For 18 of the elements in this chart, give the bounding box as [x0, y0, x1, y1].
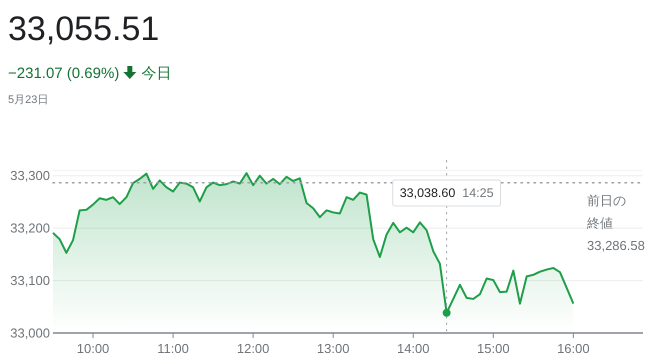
x-tick-label: 11:00 — [157, 341, 189, 356]
x-tick-label: 15:00 — [477, 341, 510, 356]
annotation: 33,038.60 14:25 — [400, 186, 494, 200]
y-tick-label: 33,000 — [10, 326, 50, 340]
annotation: 33,286.58 — [587, 238, 645, 253]
x-tick-label: 13:00 — [316, 341, 350, 356]
x-tick-label: 10:00 — [76, 341, 110, 356]
y-tick-label: 33,100 — [10, 273, 50, 288]
text: 5月23日 — [8, 94, 48, 106]
y-tick-label: 33,300 — [10, 168, 50, 184]
chart-title: 33,055.51 — [8, 10, 160, 48]
chart-subtitle: −231.07 (0.69%) — [8, 65, 120, 82]
x-tick-label: 14:00 — [396, 341, 430, 356]
y-tick-label: 33,200 — [10, 220, 50, 236]
ref-line-label: 前日の終値 — [586, 192, 626, 230]
x-tick-label: 16:00 — [557, 341, 590, 356]
x-tick-label: 12:00 — [236, 341, 270, 356]
text: 今日 — [141, 65, 172, 82]
